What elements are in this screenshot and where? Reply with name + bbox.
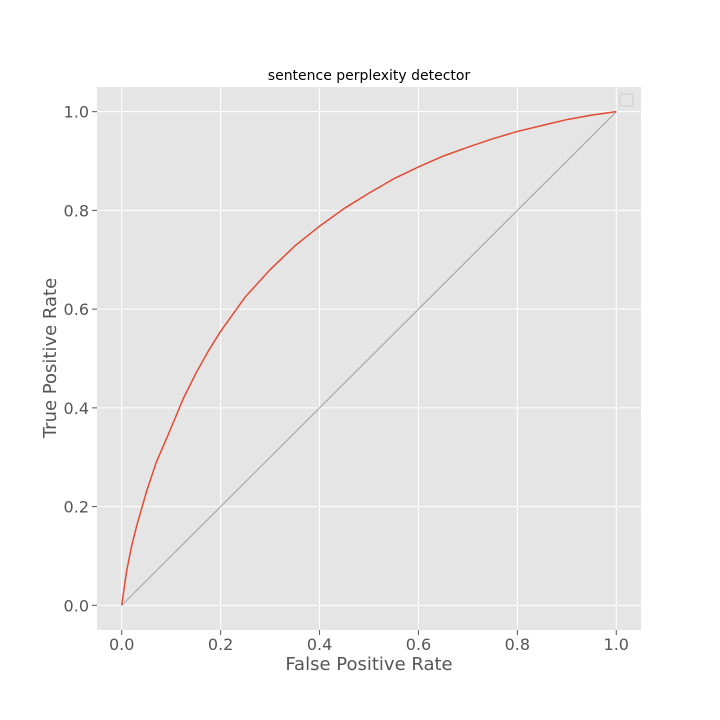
tick-layer: 0.0 0.2 0.4 0.6 0.8 1.0 0.0 0.2 0.4 0.6 0.8 1.0: [64, 103, 629, 654]
chance-diagonal-line: [121, 111, 617, 606]
x-tick-label: 0.8: [505, 635, 530, 654]
x-tick-label: 1.0: [604, 635, 629, 654]
roc-curve-line: [120, 110, 617, 606]
y-tick-label: 0.4: [64, 399, 89, 418]
y-tick-label: 0.2: [64, 498, 89, 517]
x-tick-label: 0.2: [208, 635, 233, 654]
y-tick-label: 1.0: [64, 103, 89, 122]
x-tick-label: 0.0: [109, 635, 134, 654]
x-tick-label: 0.4: [307, 635, 332, 654]
y-tick-label: 0.8: [64, 201, 89, 220]
grid-layer: [97, 87, 641, 630]
x-tick-label: 0.6: [406, 635, 431, 654]
legend-box: [619, 93, 634, 107]
series-layer: [120, 110, 617, 606]
y-tick-label: 0.6: [64, 300, 89, 319]
y-tick-label: 0.0: [64, 596, 89, 615]
x-axis-label: False Positive Rate: [285, 654, 452, 675]
chart-title: sentence perplexity detector: [268, 68, 471, 84]
y-axis-label: True Positive Rate: [40, 278, 61, 439]
